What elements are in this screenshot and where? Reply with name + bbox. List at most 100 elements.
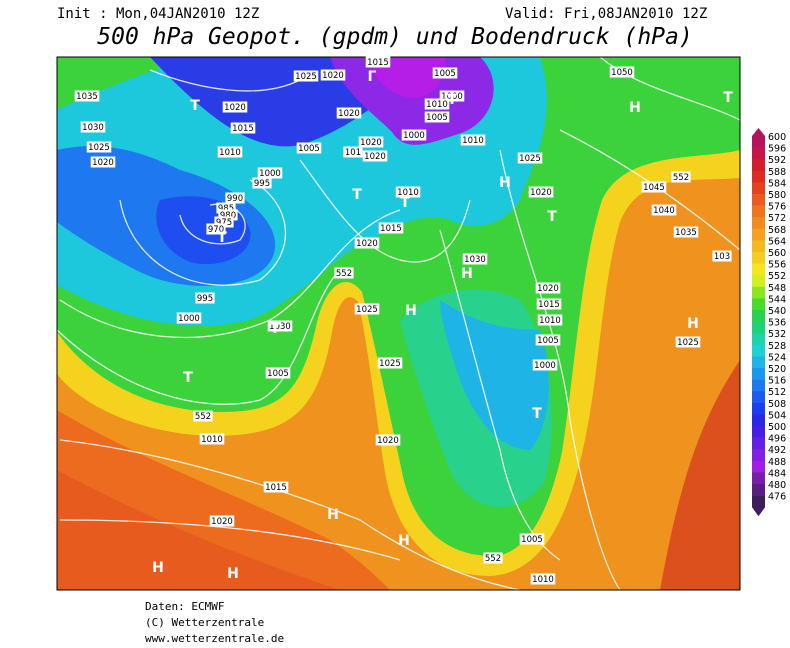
isobar-label: 975 <box>216 218 232 228</box>
label-box <box>378 222 404 234</box>
scale-cell <box>752 275 765 288</box>
scale-label: 584 <box>768 178 786 189</box>
map-field <box>57 57 740 590</box>
label-box <box>199 433 225 445</box>
scale-cell <box>752 426 765 438</box>
scale-cell <box>752 286 765 299</box>
label-box <box>217 146 243 158</box>
scale-cell <box>752 321 765 334</box>
pressure-center: T <box>270 321 280 337</box>
isobar-label: 1020 <box>322 71 344 81</box>
isobar-label: 1035 <box>675 228 697 238</box>
scale-cell <box>752 159 765 172</box>
isobar-label: 101 <box>345 148 361 158</box>
scale-cell <box>752 310 765 322</box>
scale-label: 496 <box>768 434 786 445</box>
scale-label: 588 <box>768 167 786 178</box>
scale-cell <box>752 240 765 253</box>
isobar-label: 1030 <box>269 322 291 332</box>
isobar-label: 1020 <box>377 436 399 446</box>
isobar-label: 1020 <box>338 109 360 119</box>
label-box <box>358 136 384 148</box>
isobar-label: 1025 <box>519 154 541 164</box>
label-box <box>216 202 236 214</box>
isobar-label: 1000 <box>178 314 200 324</box>
isobar-label: 1020 <box>530 188 552 198</box>
label-box <box>86 141 112 153</box>
footer-line: (C) Wetterzentrale <box>145 616 264 629</box>
pressure-center: T <box>217 230 227 246</box>
isobar-label: 1010 <box>426 100 448 110</box>
label-box <box>293 70 319 82</box>
label-box <box>651 204 677 216</box>
pressure-center: H <box>398 533 410 549</box>
isobar-label: 1040 <box>653 206 675 216</box>
scale-label: 488 <box>768 457 786 468</box>
isobar-label: 1000 <box>534 361 556 371</box>
label-box <box>673 226 699 238</box>
pressure-center: Г <box>368 69 377 85</box>
label-box <box>530 573 556 585</box>
isobar-label: 1050 <box>611 68 633 78</box>
scale-label: 484 <box>768 468 786 479</box>
isobar-label: 1025 <box>88 143 110 153</box>
label-box <box>362 150 388 162</box>
isobar-label: 995 <box>254 179 270 189</box>
label-box <box>535 334 561 346</box>
isobar-label: 990 <box>227 194 243 204</box>
label-box <box>252 177 272 189</box>
label-box <box>206 223 226 235</box>
scale-label: 548 <box>768 283 786 294</box>
label-box <box>354 303 380 315</box>
scale-label: 560 <box>768 248 786 259</box>
scale-label: 512 <box>768 387 786 398</box>
label-box <box>320 69 346 81</box>
pressure-center: T <box>400 195 410 211</box>
label-box <box>519 533 545 545</box>
pressure-center: T <box>723 90 733 106</box>
scale-cell <box>752 414 765 427</box>
pressure-center: H <box>327 507 339 523</box>
label-box <box>460 134 486 146</box>
isobar-label: 1030 <box>82 123 104 133</box>
pressure-center: H <box>629 100 641 116</box>
isobar-label: 552 <box>485 554 501 564</box>
label-box <box>195 292 215 304</box>
scale-cell <box>752 228 765 241</box>
isobar-label: 1015 <box>538 300 560 310</box>
label-box <box>263 481 289 493</box>
scale-label: 540 <box>768 306 786 317</box>
pressure-center: H <box>405 303 417 319</box>
label-box <box>230 122 256 134</box>
label-box <box>462 253 488 265</box>
isobar-label: 1010 <box>219 148 241 158</box>
isobar-label: 1010 <box>539 316 561 326</box>
label-box <box>267 320 293 332</box>
scale-top-arrow <box>752 128 765 136</box>
scale-cell <box>752 460 765 473</box>
scale-label: 516 <box>768 376 786 387</box>
isobar-label: 1020 <box>364 152 386 162</box>
scale-label: 552 <box>768 271 786 282</box>
scale-label: 500 <box>768 422 786 433</box>
isobar-label: 1020 <box>537 284 559 294</box>
scale-label: 480 <box>768 480 786 491</box>
label-box <box>536 298 562 310</box>
scale-cell <box>752 402 765 415</box>
scale-label: 572 <box>768 213 786 224</box>
isobar-label: 1005 <box>434 69 456 79</box>
pressure-center: H <box>152 560 164 576</box>
label-box <box>214 216 234 228</box>
isobar-label: 1005 <box>537 336 559 346</box>
scale-cell <box>752 263 765 276</box>
isobar-label: 1015 <box>367 58 389 68</box>
label-box <box>222 101 248 113</box>
isobar-label: 552 <box>673 173 689 183</box>
scale-cell <box>752 333 765 346</box>
scale-label: 600 <box>768 132 786 143</box>
isobar-label: 1010 <box>532 575 554 585</box>
map-title: 500 hPa Geopot. (gpdm) und Bodendruck (h… <box>97 24 692 50</box>
label-box <box>671 171 691 183</box>
label-box <box>176 312 202 324</box>
